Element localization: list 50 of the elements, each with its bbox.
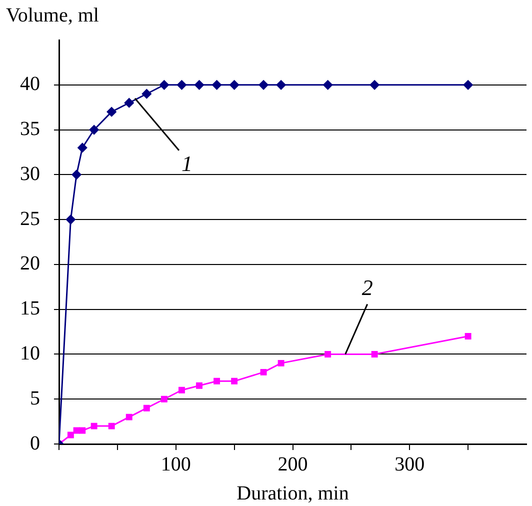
point (89, 125, 99, 135)
y-tick-label: 35 (20, 118, 40, 140)
point (176, 80, 186, 90)
y-tick-label: 20 (20, 252, 40, 275)
point (178, 386, 185, 394)
point (212, 80, 222, 90)
x-tick-label: 100 (160, 453, 191, 476)
x-axis-title: Duration, min (236, 482, 349, 504)
point (371, 351, 378, 358)
point (108, 422, 115, 430)
point (142, 89, 152, 99)
point (66, 214, 76, 224)
point (231, 378, 238, 384)
point (67, 432, 74, 438)
point (78, 142, 88, 152)
point (278, 360, 284, 366)
point (196, 382, 202, 389)
y-axis-title: Volume, ml (6, 4, 100, 26)
point (214, 378, 220, 384)
y-tick-label: 15 (20, 298, 40, 320)
point (323, 80, 333, 90)
point (276, 80, 286, 90)
point (126, 414, 132, 420)
point (258, 80, 268, 90)
point (324, 351, 332, 358)
annotation: 1 (181, 151, 192, 176)
annotation: 2 (362, 275, 373, 300)
point (463, 80, 473, 90)
point (106, 107, 116, 117)
point (230, 80, 240, 90)
y-tick-label: 25 (20, 208, 40, 230)
y-tick-label: 10 (20, 342, 40, 364)
x-tick-label: 300 (394, 453, 425, 476)
y-tick-label: 40 (20, 73, 40, 96)
y-tick-label: 30 (20, 162, 40, 185)
point (124, 98, 134, 108)
x-tick-label: 200 (278, 453, 308, 476)
point (159, 80, 169, 90)
point (260, 368, 267, 376)
y-tick-label: 5 (30, 387, 40, 410)
y-tick-label: 0 (30, 432, 40, 454)
point (370, 80, 380, 90)
point (143, 404, 150, 412)
point (72, 170, 82, 180)
point (160, 396, 168, 402)
point (73, 427, 80, 434)
point (464, 333, 472, 340)
point (194, 80, 204, 90)
point (90, 422, 98, 430)
point (79, 427, 86, 434)
